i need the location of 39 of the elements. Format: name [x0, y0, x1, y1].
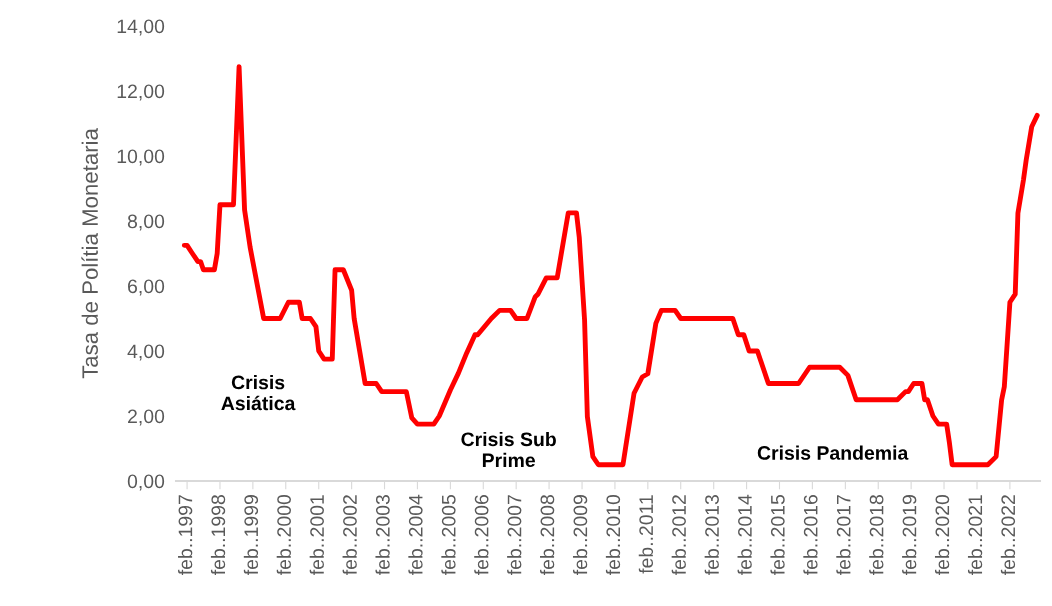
x-tick-label: feb..2015: [770, 495, 785, 575]
x-tick-label: feb..2006: [474, 495, 489, 575]
x-tick-label: feb..2012: [671, 495, 686, 575]
x-tick-label: feb..2020: [934, 494, 950, 575]
x-tick-label: feb..2016: [803, 495, 818, 575]
line-series: [181, 64, 1040, 468]
x-tick-label: feb..2005: [441, 495, 456, 575]
x-tick-label: feb..2010: [605, 494, 621, 575]
x-tick-label: feb..2011: [638, 495, 654, 574]
x-tick-label: feb..2003: [375, 495, 390, 575]
x-tick-label: feb..1998: [210, 495, 226, 575]
annotation: Crisis Asiática: [221, 375, 296, 411]
y-tick-label: 12,00: [117, 84, 165, 101]
x-tick-label: feb..2004: [408, 494, 423, 575]
x-tick-label: feb..2014: [737, 494, 752, 575]
x-tick-label: feb..2008: [540, 495, 555, 575]
x-tick-label: feb..1999: [243, 495, 259, 575]
y-tick-label: 2,00: [128, 409, 165, 426]
y-tick-label: 0,00: [127, 474, 165, 491]
y-tick-label: 14,00: [117, 19, 165, 36]
y-tick-label: 6,00: [128, 279, 165, 296]
x-tick-label: feb..2022: [1000, 495, 1016, 575]
x-tick-label: feb..2000: [276, 494, 291, 575]
x-tick-label: feb..2018: [869, 495, 884, 575]
annotation: Crisis Pandemia: [757, 445, 909, 460]
x-tick-label: feb..2021: [967, 495, 983, 575]
x-tick-label: feb..1997: [178, 495, 193, 575]
x-tick-label: feb..2002: [342, 495, 357, 575]
x-tick-label: feb..2013: [704, 495, 719, 575]
x-tick-label: feb..2001: [309, 495, 324, 575]
x-tick-label: feb..2019: [902, 495, 917, 575]
annotation: Crisis Sub Prime: [461, 431, 556, 468]
y-axis-title: Tasa de Polítia Monetaria: [81, 128, 98, 379]
y-tick-label: 10,00: [117, 149, 165, 166]
y-tick-label: 4,00: [127, 344, 165, 361]
x-tick-label: feb..2017: [836, 495, 851, 575]
y-tick-label: 8,00: [127, 214, 165, 231]
x-tick-label: feb..2009: [572, 495, 588, 575]
x-tick-label: feb..2007: [507, 495, 522, 575]
